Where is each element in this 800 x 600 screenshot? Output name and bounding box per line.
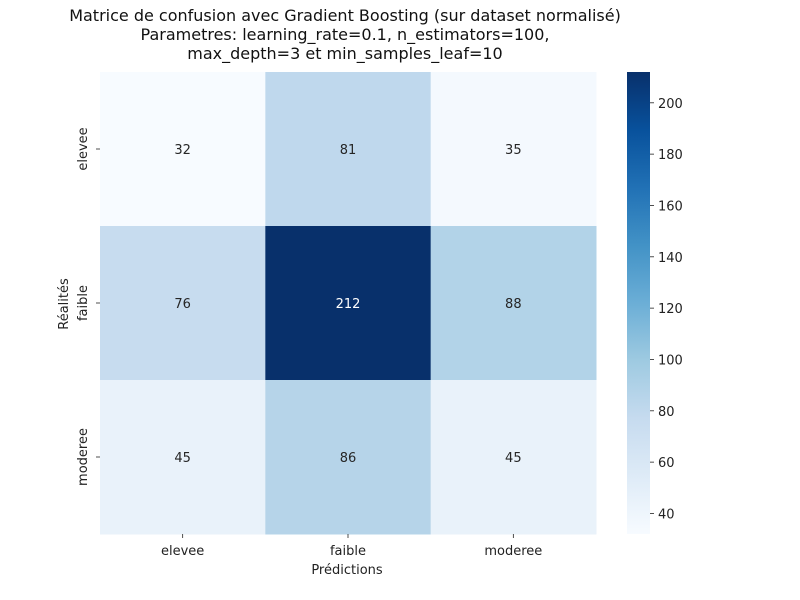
y-tick-label: faible [76,285,91,321]
cell-value-label: 32 [174,143,191,158]
colorbar-tick-label: 180 [658,148,683,163]
colorbar-tick-label: 100 [658,353,683,368]
colorbar-tick-label: 160 [658,199,683,214]
y-axis: elevee faible moderee [76,127,100,486]
y-axis-label: Réalités [57,278,72,330]
cell-value-label: 35 [505,143,522,158]
cell-value-label: 86 [340,451,357,466]
chart-title-line-3: max_depth=3 et min_samples_leaf=10 [187,44,503,63]
cell-value-label: 212 [336,297,361,312]
chart-title: Matrice de confusion avec Gradient Boost… [0,6,690,63]
heatmap-cell [430,226,597,381]
colorbar-tick-label: 60 [658,456,675,471]
colorbar-tick-label: 40 [658,507,675,522]
cell-value-label: 88 [505,297,522,312]
x-tick-label: faible [330,544,366,559]
cell-value-label: 81 [340,143,357,158]
y-tick-label: elevee [76,127,91,170]
colorbar-tick-label: 200 [658,97,683,112]
y-tick-label: moderee [76,428,91,486]
colorbar-tick-label: 80 [658,405,675,420]
x-tick-label: elevee [161,544,204,559]
x-axis-label: Prédictions [311,563,383,578]
x-tick-label: moderee [484,544,542,559]
chart-title-line-2: Parametres: learning_rate=0.1, n_estimat… [140,25,550,44]
heatmap-cell [265,380,432,535]
heatmap-cell [265,72,432,227]
heatmap-cell [430,72,597,227]
heatmap-cell [100,226,266,381]
heatmap-cell [100,380,266,535]
cell-value-label: 45 [174,451,191,466]
colorbar: 40 60 80 100 120 140 160 180 200 [627,72,683,534]
cell-value-label: 76 [174,297,191,312]
x-axis: elevee faible moderee [161,534,542,559]
colorbar-tick-label: 120 [658,302,683,317]
heatmap-cells: 32 81 35 76 212 88 45 86 45 [100,72,597,535]
colorbar-tick-label: 140 [658,251,683,266]
heatmap-cell [100,72,266,227]
cell-value-label: 45 [505,451,522,466]
heatmap-cell [265,226,432,381]
heatmap-cell [430,380,597,535]
chart-title-line-1: Matrice de confusion avec Gradient Boost… [69,6,621,25]
colorbar-gradient [627,72,650,534]
